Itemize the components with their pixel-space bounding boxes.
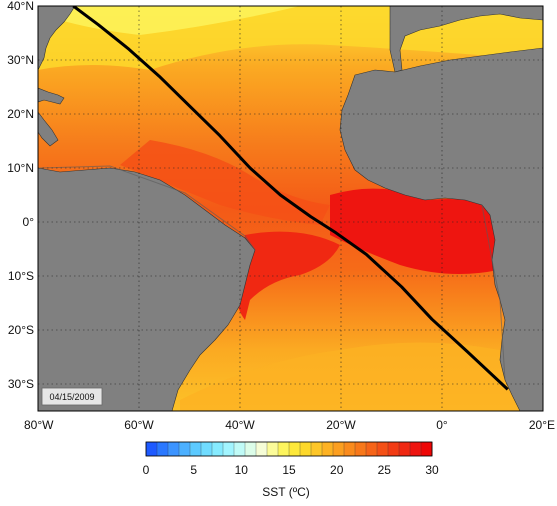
map-frame (37, 5, 544, 412)
colorbar-tick-label: 15 (282, 463, 296, 477)
colorbar-swatch (420, 441, 433, 457)
longitude-label: 20°E (529, 418, 555, 432)
longitude-label: 0° (436, 418, 448, 432)
colorbar-swatch (277, 441, 290, 457)
colorbar-swatch (200, 441, 213, 457)
colorbar-swatch (332, 441, 345, 457)
latitude-label: 30°S (8, 377, 34, 391)
equatorial-warm-patch (236, 231, 340, 320)
colorbar-swatch (211, 441, 224, 457)
gulf-coast-land (38, 87, 65, 105)
colorbar-swatch (244, 441, 257, 457)
colorbar-ticks: 0 5 10 15 20 25 30 (143, 463, 439, 477)
gridlines (38, 6, 543, 411)
gulf-of-guinea-warm-pool (330, 188, 500, 274)
latitude-label: 10°S (8, 269, 34, 283)
colorbar-label: SST (ºC) (262, 485, 310, 499)
colorbar-swatch (189, 441, 202, 457)
colorbar-swatch (343, 441, 356, 457)
latitude-label: 30°N (7, 53, 34, 67)
colorbar-swatch (156, 441, 169, 457)
latitude-label: 0° (23, 215, 35, 229)
date-stamp-box: 04/15/2009 (41, 387, 103, 406)
colorbar-tick-label: 5 (190, 463, 197, 477)
longitude-label: 60°W (124, 418, 154, 432)
colorbar-tick-label: 30 (425, 463, 439, 477)
latitude-labels: 40°N 30°N 20°N 10°N 0° 10°S 20°S 30°S (7, 0, 34, 391)
latitude-label: 40°N (7, 0, 34, 13)
colorbar-swatch (178, 441, 191, 457)
latitude-label: 20°N (7, 107, 34, 121)
longitude-label: 40°W (225, 418, 255, 432)
land (38, 6, 543, 411)
north-equatorial-warm-band (120, 140, 330, 225)
colorbar-swatch (310, 441, 323, 457)
north-coolest-band (60, 6, 300, 35)
colorbar-swatch (266, 441, 279, 457)
colorbar (145, 441, 433, 457)
longitude-label: 80°W (24, 418, 54, 432)
colorbar-swatch (288, 441, 301, 457)
date-stamp: 04/15/2009 (49, 392, 94, 402)
colorbar-swatch (321, 441, 334, 457)
latitude-label: 20°S (8, 323, 34, 337)
africa-land (339, 47, 543, 411)
colorbar-swatch (376, 441, 389, 457)
colorbar-swatch (354, 441, 367, 457)
colorbar-swatch (409, 441, 422, 457)
colorbar-tick-label: 10 (235, 463, 249, 477)
colorbar-swatch (387, 441, 400, 457)
colorbar-swatch (255, 441, 268, 457)
colorbar-swatch (299, 441, 312, 457)
south-cool-band (180, 342, 543, 411)
map-area (38, 6, 543, 411)
colorbar-tick-label: 25 (378, 463, 392, 477)
longitude-labels: 80°W 60°W 40°W 20°W 0° 20°E (24, 418, 555, 432)
colorbar-tick-label: 0 (143, 463, 150, 477)
latitude-label: 10°N (7, 161, 34, 175)
colorbar-swatch (222, 441, 235, 457)
north-america-land (38, 6, 76, 71)
colorbar-swatch (365, 441, 378, 457)
colorbar-swatch (167, 441, 180, 457)
coast-shelf (39, 165, 506, 381)
longitude-label: 20°W (326, 418, 356, 432)
colorbar-swatch (145, 441, 158, 457)
central-america-land (38, 111, 59, 147)
colorbar-swatch (398, 441, 411, 457)
colorbar-swatch (233, 441, 246, 457)
colorbar-outline (145, 441, 433, 457)
cruise-track-line (72, 6, 509, 391)
colorbar-tick-label: 20 (330, 463, 344, 477)
